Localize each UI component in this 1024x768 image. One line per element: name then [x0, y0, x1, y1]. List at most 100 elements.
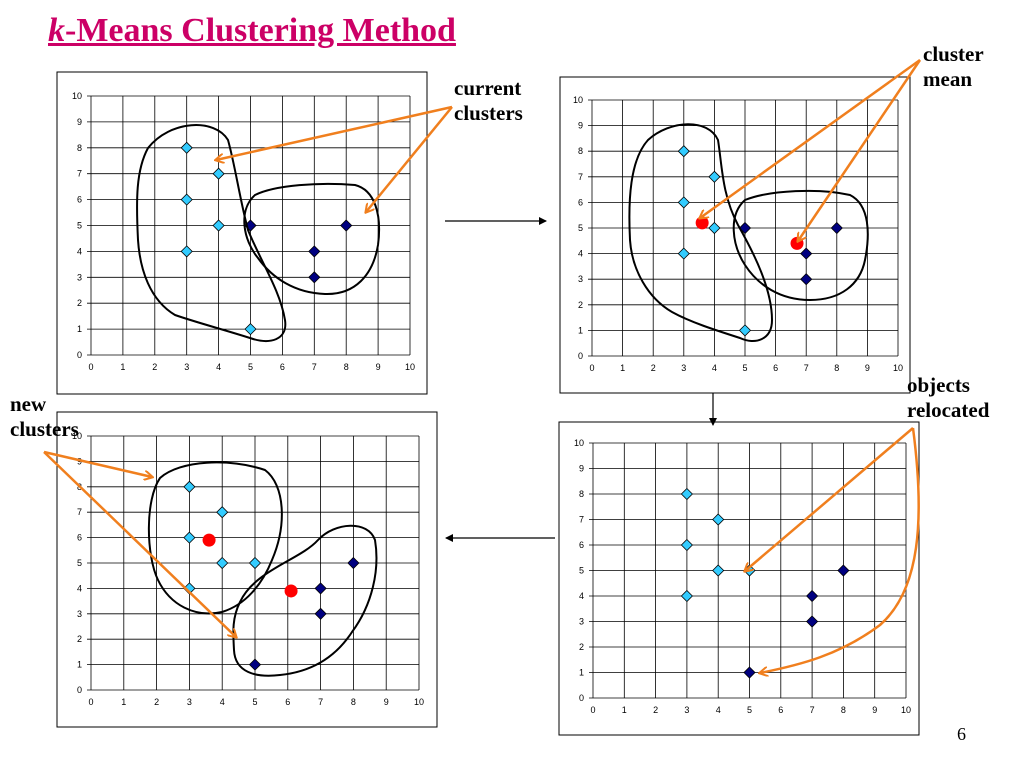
- label-new-clusters: new clusters: [10, 392, 79, 441]
- x-tick-label: 5: [747, 705, 752, 715]
- x-tick-label: 6: [773, 363, 778, 373]
- light-data-point: [212, 167, 225, 180]
- x-tick-label: 1: [620, 363, 625, 373]
- cluster-outline-tl-left: [136, 124, 287, 342]
- x-tick-label: 0: [589, 363, 594, 373]
- y-tick-label: 9: [77, 117, 82, 127]
- y-tick-label: 6: [77, 533, 82, 543]
- y-tick-label: 0: [77, 350, 82, 360]
- cluster-outline-bl-right: [232, 524, 378, 677]
- y-tick-label: 2: [77, 634, 82, 644]
- y-tick-label: 8: [77, 143, 82, 153]
- x-tick-label: 1: [622, 705, 627, 715]
- y-tick-label: 7: [77, 169, 82, 179]
- cluster-mean-point: [284, 584, 298, 598]
- arrow-new-clusters-lower: [43, 451, 236, 637]
- x-tick-label: 2: [653, 705, 658, 715]
- x-tick-label: 3: [681, 363, 686, 373]
- cluster-outline-tr-right: [732, 189, 869, 302]
- y-tick-label: 6: [579, 540, 584, 550]
- y-tick-label: 3: [77, 609, 82, 619]
- x-tick-label: 4: [220, 697, 225, 707]
- y-tick-label: 4: [579, 591, 584, 601]
- panel-frame-top-right: [559, 76, 911, 394]
- y-tick-label: 4: [578, 249, 583, 259]
- x-tick-label: 8: [834, 363, 839, 373]
- cluster-mean-point: [695, 216, 709, 230]
- y-tick-label: 5: [77, 558, 82, 568]
- dark-data-point: [800, 273, 813, 286]
- dark-data-point: [347, 556, 360, 570]
- y-tick-label: 3: [579, 617, 584, 627]
- panel-frame-top-left: [56, 71, 428, 395]
- light-data-point: [680, 538, 693, 552]
- x-tick-label: 8: [344, 362, 349, 372]
- title-k: k: [48, 12, 65, 49]
- light-data-point: [712, 564, 725, 577]
- light-data-point: [738, 324, 752, 337]
- x-tick-label: 7: [810, 705, 815, 715]
- x-tick-label: 3: [187, 697, 192, 707]
- x-tick-label: 10: [901, 705, 911, 715]
- dark-data-point: [248, 658, 262, 671]
- y-tick-label: 6: [578, 197, 583, 207]
- arrow-objects-relocated-lower: [760, 427, 920, 673]
- dark-data-point: [743, 666, 756, 679]
- y-tick-label: 10: [574, 438, 584, 448]
- y-tick-label: 0: [579, 693, 584, 703]
- cluster-outline-tr-left: [628, 123, 774, 342]
- y-tick-label: 0: [578, 351, 583, 361]
- x-tick-label: 8: [351, 697, 356, 707]
- x-tick-label: 10: [893, 363, 903, 373]
- y-tick-label: 5: [578, 223, 583, 233]
- y-tick-label: 6: [77, 195, 82, 205]
- x-tick-label: 0: [590, 705, 595, 715]
- light-data-point: [183, 531, 196, 544]
- light-data-point: [180, 141, 193, 154]
- light-data-point: [708, 170, 721, 183]
- light-data-point: [248, 556, 262, 570]
- cluster-mean-point: [790, 236, 804, 250]
- y-tick-label: 8: [578, 146, 583, 156]
- x-tick-label: 6: [285, 697, 290, 707]
- x-tick-label: 9: [865, 363, 870, 373]
- x-tick-label: 7: [804, 363, 809, 373]
- y-tick-label: 3: [578, 274, 583, 284]
- x-tick-label: 5: [742, 363, 747, 373]
- y-tick-label: 10: [72, 431, 82, 441]
- light-data-point: [680, 487, 693, 501]
- y-tick-label: 7: [578, 172, 583, 182]
- x-tick-label: 4: [216, 362, 221, 372]
- y-tick-label: 10: [573, 95, 583, 105]
- x-tick-label: 7: [318, 697, 323, 707]
- light-data-point: [183, 480, 196, 493]
- cluster-mean-point: [202, 533, 216, 547]
- light-data-point: [180, 193, 193, 206]
- light-data-point: [712, 513, 725, 526]
- label-objects-relocated: objects relocated: [907, 373, 990, 422]
- y-tick-label: 3: [77, 272, 82, 282]
- y-tick-label: 1: [77, 660, 82, 670]
- x-tick-label: 3: [684, 705, 689, 715]
- x-tick-label: 5: [252, 697, 257, 707]
- x-tick-label: 0: [88, 697, 93, 707]
- x-tick-label: 0: [88, 362, 93, 372]
- x-tick-label: 4: [712, 363, 717, 373]
- x-tick-label: 6: [778, 705, 783, 715]
- slide-title: k-Means Clustering Method: [48, 12, 456, 50]
- y-tick-label: 9: [578, 121, 583, 131]
- cluster-outline-tl-right: [243, 182, 381, 296]
- dark-data-point: [308, 245, 321, 258]
- light-data-point: [180, 245, 193, 258]
- light-data-point: [677, 247, 690, 260]
- light-data-point: [708, 221, 721, 235]
- arrow-new-clusters-upper: [43, 450, 152, 477]
- light-data-point: [244, 323, 257, 336]
- cluster-outline-bl-left: [147, 461, 283, 615]
- dark-data-point: [314, 582, 327, 595]
- x-tick-label: 2: [651, 363, 656, 373]
- scatter-plot-top-left: 0 1 2 3 4 5 6 7 8 9 10 0 1 2 3 4 5 6 7 8 9 10: [72, 91, 415, 372]
- y-tick-label: 1: [77, 324, 82, 334]
- light-data-point: [680, 589, 693, 603]
